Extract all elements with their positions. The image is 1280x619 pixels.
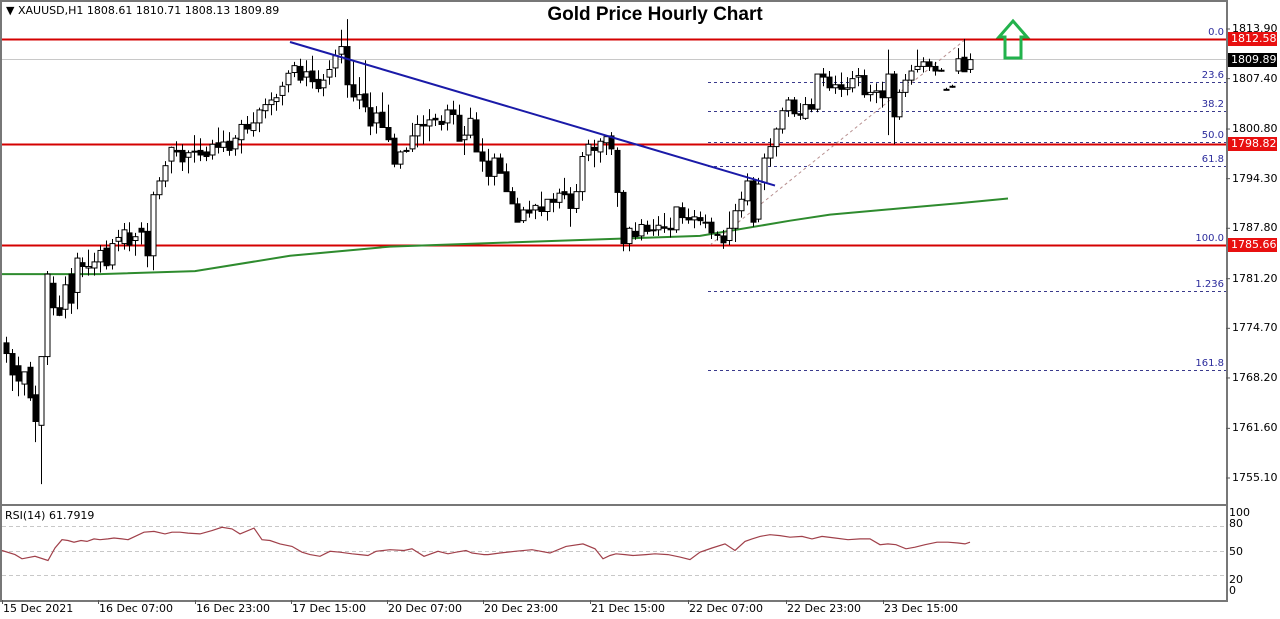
price-axis-label: 1794.30 <box>1232 171 1278 185</box>
rsi-axis-100: 100 <box>1229 506 1250 519</box>
candlesticks <box>3 19 974 485</box>
fib-label: 0.0 <box>1208 26 1224 38</box>
bearish-trend-line[interactable] <box>289 41 776 187</box>
price-axis-label: 1813.90 <box>1232 22 1278 35</box>
chart-title: Gold Price Hourly Chart <box>547 4 763 25</box>
time-axis-label: 16 Dec 07:00 <box>99 602 173 615</box>
time-axis-label: 22 Dec 07:00 <box>689 602 763 615</box>
time-axis-label: 16 Dec 23:00 <box>196 602 270 615</box>
up-arrow-icon <box>995 18 1031 60</box>
price-axis-label: 1755.10 <box>1232 470 1278 484</box>
price-axis-label: 1807.40 <box>1232 71 1278 85</box>
rsi-axis-80: 80 <box>1229 517 1243 530</box>
moving-average-line <box>2 197 1009 276</box>
fib-label: 61.8 <box>1201 153 1224 165</box>
fib-label: 100.0 <box>1195 232 1224 244</box>
time-axis-label: 15 Dec 2021 <box>3 602 74 615</box>
rsi-axis-20: 20 <box>1229 573 1243 586</box>
price-axis-label: 1800.80 <box>1232 122 1278 136</box>
time-axis-label: 20 Dec 23:00 <box>484 602 558 615</box>
price-tag: 1809.89 <box>1228 52 1277 67</box>
time-axis-label: 17 Dec 15:00 <box>292 602 366 615</box>
price-axis-label: 1768.20 <box>1232 370 1278 384</box>
rsi-panel-frame[interactable] <box>0 504 1228 602</box>
price-tag: 1812.58 <box>1228 32 1277 47</box>
fib-label: 161.8 <box>1195 357 1224 369</box>
fib-label: 50.0 <box>1201 129 1224 141</box>
rsi-line <box>1 526 971 562</box>
rsi-axis-50: 50 <box>1229 545 1243 558</box>
fibonacci-levels <box>708 39 1226 371</box>
rsi-axis-0: 0 <box>1229 584 1236 597</box>
sma-line <box>2 197 1009 276</box>
fib-label: 38.2 <box>1201 98 1224 110</box>
price-tag: 1785.66 <box>1228 237 1277 252</box>
price-axis-label: 1774.70 <box>1232 321 1278 335</box>
price-axis-label: 1781.20 <box>1232 271 1278 285</box>
time-axis-label: 22 Dec 23:00 <box>787 602 861 615</box>
price-tag: 1798.82 <box>1228 137 1277 152</box>
symbol-info: ▼ XAUUSD,H1 1808.61 1810.71 1808.13 1809… <box>6 4 280 17</box>
price-axis-label: 1787.80 <box>1232 221 1278 235</box>
fib-label: 1.236 <box>1195 278 1224 290</box>
time-axis-label: 23 Dec 15:00 <box>884 602 958 615</box>
rsi-level-lines <box>2 526 1226 576</box>
time-axis-label: 20 Dec 07:00 <box>388 602 462 615</box>
rsi-label: RSI(14) 61.7919 <box>5 509 95 522</box>
time-axis-label: 21 Dec 15:00 <box>591 602 665 615</box>
axis-ticks <box>2 28 1230 604</box>
price-axis-label: 1761.60 <box>1232 421 1278 435</box>
fib-label: 23.6 <box>1201 69 1224 81</box>
